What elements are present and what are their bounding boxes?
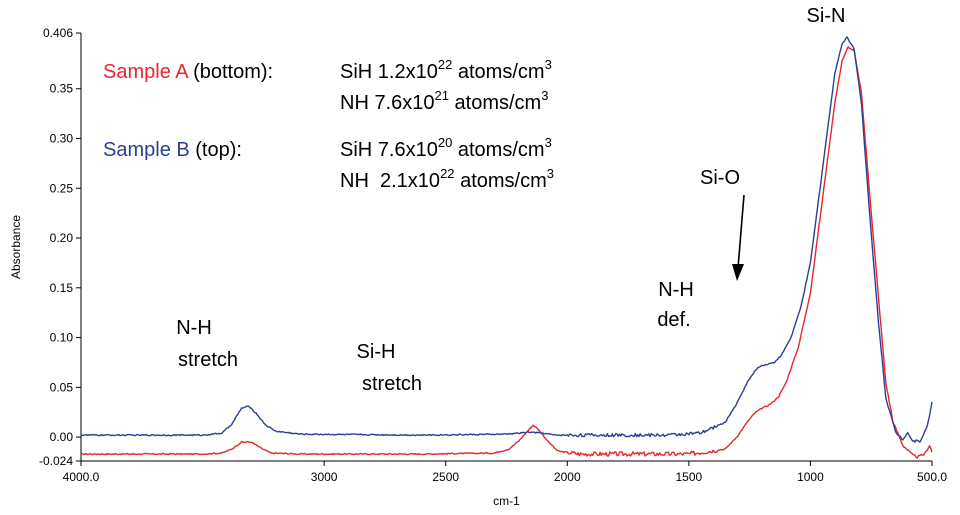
x-tick-label: 2000 — [554, 470, 581, 484]
sample-b-sih-value: SiH 7.6x10 — [340, 139, 438, 161]
annotations: N-H stretch Si-H stretch N-H def. Si-O S… — [176, 5, 845, 395]
y-tick-label: 0.15 — [50, 281, 74, 295]
y-tick-label: 0.20 — [50, 231, 74, 245]
series-layer — [80, 36, 933, 459]
x-axis-title: cm-1 — [493, 494, 520, 508]
legend-sample-b-sih: SiH 7.6x1020 atoms/cm3 — [340, 135, 552, 161]
sample-b-sih-unit-exp: 3 — [545, 135, 552, 150]
sample-a-nh-unit: atoms/cm — [449, 92, 541, 114]
y-axis-title: Absorbance — [9, 215, 23, 279]
sample-b-nh-exp: 22 — [440, 166, 454, 181]
sample-b-sih-exp: 20 — [438, 135, 452, 150]
series-line-sample-b — [80, 36, 933, 443]
annotation-sio: Si-O — [700, 167, 740, 189]
x-tick-label: 1500 — [676, 470, 703, 484]
legend-sample-a: Sample A (bottom): — [103, 61, 273, 83]
y-tick-label: 0.406 — [43, 26, 73, 40]
legend-sample-b-name: Sample B — [103, 139, 190, 161]
x-tick-label: 3000 — [311, 470, 338, 484]
sample-a-nh-value: NH 7.6x10 — [340, 92, 435, 114]
sample-a-sih-unit-exp: 3 — [545, 57, 552, 72]
annotation-sih-stretch-line1: Si-H — [357, 341, 396, 363]
legend-sample-b-nh: NH 2.1x1022 atoms/cm3 — [340, 166, 554, 192]
annotation-nh-stretch-line2: stretch — [178, 349, 238, 371]
legend-sample-a-sih: SiH 1.2x1022 atoms/cm3 — [340, 57, 552, 83]
annotation-sih-stretch-line2: stretch — [362, 373, 422, 395]
annotation-nh-def-line2: def. — [657, 309, 690, 331]
legend-sample-a-suffix: (bottom): — [188, 61, 274, 83]
sample-b-nh-value: NH 2.1x10 — [340, 170, 440, 192]
sample-a-nh-unit-exp: 3 — [541, 88, 548, 103]
sample-b-nh-unit-exp: 3 — [547, 166, 554, 181]
x-tick-label: 500.0 — [917, 470, 947, 484]
legend-sample-a-nh: NH 7.6x1021 atoms/cm3 — [340, 88, 548, 114]
series-line-sample-a — [80, 46, 933, 459]
x-tick-label: 1000 — [797, 470, 824, 484]
annotation-nh-def-line1: N-H — [658, 279, 694, 301]
legend-sample-b: Sample B (top): — [103, 139, 242, 161]
y-tick-label: 0.00 — [50, 430, 74, 444]
y-tick-label: -0.024 — [39, 454, 73, 468]
annotation-sin: Si-N — [807, 5, 846, 27]
x-tick-label: 4000.0 — [63, 470, 100, 484]
sio-arrow-line — [737, 194, 745, 269]
sample-a-sih-value: SiH 1.2x10 — [340, 61, 438, 83]
annotation-nh-stretch-line1: N-H — [176, 317, 212, 339]
sample-a-sih-exp: 22 — [438, 57, 452, 72]
y-tick-label: 0.10 — [50, 331, 74, 345]
sample-b-nh-unit: atoms/cm — [455, 170, 547, 192]
sample-a-nh-exp: 21 — [435, 88, 449, 103]
sio-arrow-head — [732, 264, 744, 281]
legend-block: Sample A (bottom): SiH 1.2x1022 atoms/cm… — [103, 57, 554, 192]
y-tick-label: 0.05 — [50, 380, 74, 394]
sample-a-sih-unit: atoms/cm — [452, 61, 544, 83]
y-tick-label: 0.30 — [50, 132, 74, 146]
y-tick-label: 0.25 — [50, 181, 74, 195]
axes: 4000.0 3000 2500 2000 1500 1000 500.0 0.406 0.35… — [9, 26, 947, 508]
legend-sample-a-name: Sample A — [103, 61, 189, 83]
legend-sample-b-suffix: (top): — [190, 139, 242, 161]
sample-b-sih-unit: atoms/cm — [452, 139, 544, 161]
y-tick-label: 0.35 — [50, 82, 74, 96]
x-tick-label: 2500 — [432, 470, 459, 484]
